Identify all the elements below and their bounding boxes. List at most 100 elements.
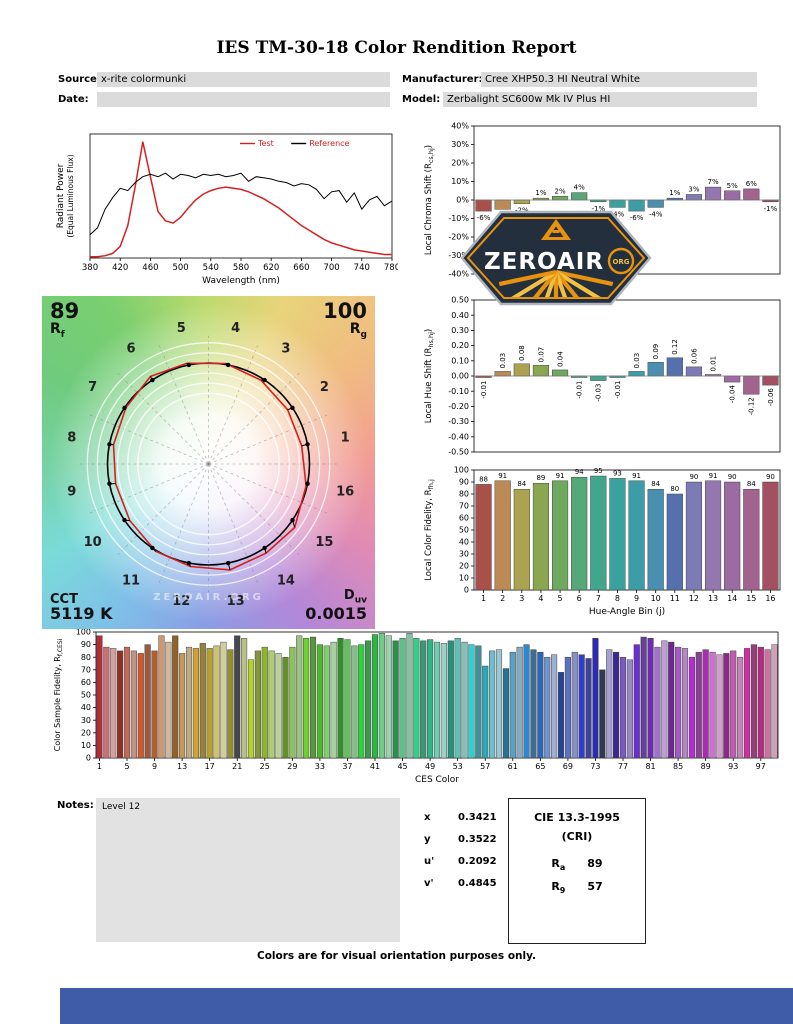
svg-text:0.00: 0.00 (451, 372, 469, 381)
svg-text:84: 84 (517, 480, 526, 488)
svg-text:Color Sample Fidelity, Rf,CESi: Color Sample Fidelity, Rf,CESi (53, 638, 64, 751)
svg-text:-0.03: -0.03 (595, 384, 603, 402)
svg-text:15: 15 (315, 535, 333, 550)
rg-value-block: 100 Rg (323, 300, 367, 340)
svg-text:6: 6 (127, 342, 136, 357)
model-value: Zerbalight SC600w Mk IV Plus HI (443, 92, 757, 107)
svg-text:ORG: ORG (612, 258, 629, 266)
svg-text:20%: 20% (451, 159, 469, 168)
svg-text:0.10: 0.10 (451, 356, 469, 365)
notes-value: Level 12 (102, 802, 141, 812)
svg-text:15: 15 (746, 594, 756, 603)
svg-text:0.12: 0.12 (671, 339, 679, 355)
svg-text:10: 10 (651, 594, 661, 603)
svg-text:-6%: -6% (477, 214, 491, 222)
svg-text:90: 90 (689, 473, 698, 481)
manufacturer-label: Manufacturer: (402, 74, 483, 85)
svg-text:93: 93 (728, 762, 738, 771)
zeroair-logo: ZEROAIR ORG (456, 208, 656, 308)
svg-text:10: 10 (84, 535, 102, 550)
svg-text:8: 8 (615, 594, 620, 603)
svg-text:93: 93 (613, 469, 622, 477)
cie-subtitle: (CRI) (561, 830, 593, 843)
duv-block: Duv 0.0015 (305, 589, 367, 623)
svg-text:5: 5 (177, 321, 186, 336)
svg-text:80: 80 (670, 485, 679, 493)
svg-text:16: 16 (765, 594, 775, 603)
svg-text:30: 30 (459, 550, 469, 559)
svg-text:Local Hue Shift (Rhs,hj): Local Hue Shift (Rhs,hj) (424, 329, 435, 424)
svg-text:50: 50 (459, 526, 469, 535)
source-label: Source: (58, 74, 101, 85)
svg-text:69: 69 (563, 762, 573, 771)
svg-text:84: 84 (651, 480, 660, 488)
color-vector-graphic: 1 2 3 4 5 6 7 8 9 10 11 12 13 14 15 16 89 Rf 100 Rg CCT… (42, 296, 375, 629)
local-hue-shift-chart: 0.50 0.40 0.30 0.20 0.10 0.00 -0.10 -0.20 -0.30 -… (418, 292, 786, 464)
chromaticity-row-y: y 0.3522 (424, 833, 497, 845)
manufacturer-value: Cree XHP50.3 HI Neutral White (481, 72, 757, 87)
svg-text:0.08: 0.08 (518, 345, 526, 361)
cvg-plot: 1 2 3 4 5 6 7 8 9 10 11 12 13 14 15 16 (42, 296, 375, 629)
svg-text:5%: 5% (727, 182, 738, 190)
rg-value: 100 (323, 299, 367, 323)
svg-text:-0.12: -0.12 (748, 397, 756, 415)
svg-text:0.03: 0.03 (499, 353, 507, 369)
svg-text:0.06: 0.06 (690, 348, 698, 364)
svg-text:89: 89 (701, 762, 711, 771)
chromaticity-row-x: x 0.3421 (424, 811, 497, 823)
svg-text:29: 29 (287, 762, 297, 771)
svg-text:9: 9 (634, 594, 639, 603)
svg-text:3%: 3% (688, 185, 699, 193)
svg-text:12: 12 (689, 594, 699, 603)
svg-text:0: 0 (464, 586, 469, 595)
date-label: Date: (58, 94, 89, 105)
svg-text:6: 6 (577, 594, 582, 603)
chromaticity-values: x 0.3421 y 0.3522 u' 0.2092 v' 0.4845 (424, 806, 497, 894)
svg-text:70: 70 (459, 502, 469, 511)
svg-text:5: 5 (558, 594, 563, 603)
svg-text:1%: 1% (669, 189, 680, 197)
svg-text:0: 0 (86, 754, 91, 763)
cie-r9-row: R9 57 (551, 880, 603, 896)
svg-text:91: 91 (498, 472, 507, 480)
svg-text:88: 88 (479, 475, 488, 483)
svg-text:1: 1 (341, 430, 350, 445)
svg-text:0.07: 0.07 (537, 347, 545, 363)
svg-text:-6%: -6% (630, 214, 644, 222)
bottom-blue-bar (60, 988, 793, 1024)
svg-text:9: 9 (67, 485, 76, 500)
svg-text:61: 61 (508, 762, 518, 771)
svg-text:91: 91 (556, 472, 565, 480)
svg-text:-0.01: -0.01 (576, 381, 584, 399)
svg-text:94: 94 (575, 468, 584, 476)
svg-text:80: 80 (81, 653, 91, 662)
model-label: Model: (402, 94, 441, 105)
notes-label: Notes: (57, 800, 94, 811)
duv-value: 0.0015 (305, 604, 367, 624)
svg-text:11: 11 (670, 594, 680, 603)
source-value: x-rite colormunki (97, 72, 390, 87)
svg-text:57: 57 (480, 762, 490, 771)
svg-text:380: 380 (82, 263, 98, 273)
svg-text:13: 13 (708, 594, 718, 603)
notes-box: Level 12 (96, 798, 400, 942)
svg-text:16: 16 (336, 485, 354, 500)
svg-text:3: 3 (519, 594, 524, 603)
svg-text:4: 4 (538, 594, 543, 603)
svg-text:-0.20: -0.20 (448, 402, 469, 411)
svg-text:660: 660 (293, 263, 309, 273)
svg-text:1: 1 (97, 762, 102, 771)
svg-text:7: 7 (596, 594, 601, 603)
svg-text:0.40: 0.40 (451, 311, 469, 320)
svg-text:7%: 7% (708, 178, 719, 186)
svg-text:0%: 0% (456, 196, 469, 205)
svg-text:73: 73 (590, 762, 600, 771)
svg-text:13: 13 (177, 762, 187, 771)
date-value (97, 92, 390, 107)
svg-text:40%: 40% (451, 122, 469, 131)
svg-text:95: 95 (594, 467, 603, 475)
svg-text:65: 65 (535, 762, 545, 771)
svg-text:700: 700 (323, 263, 339, 273)
svg-text:21: 21 (232, 762, 242, 771)
svg-text:-10%: -10% (448, 214, 469, 223)
